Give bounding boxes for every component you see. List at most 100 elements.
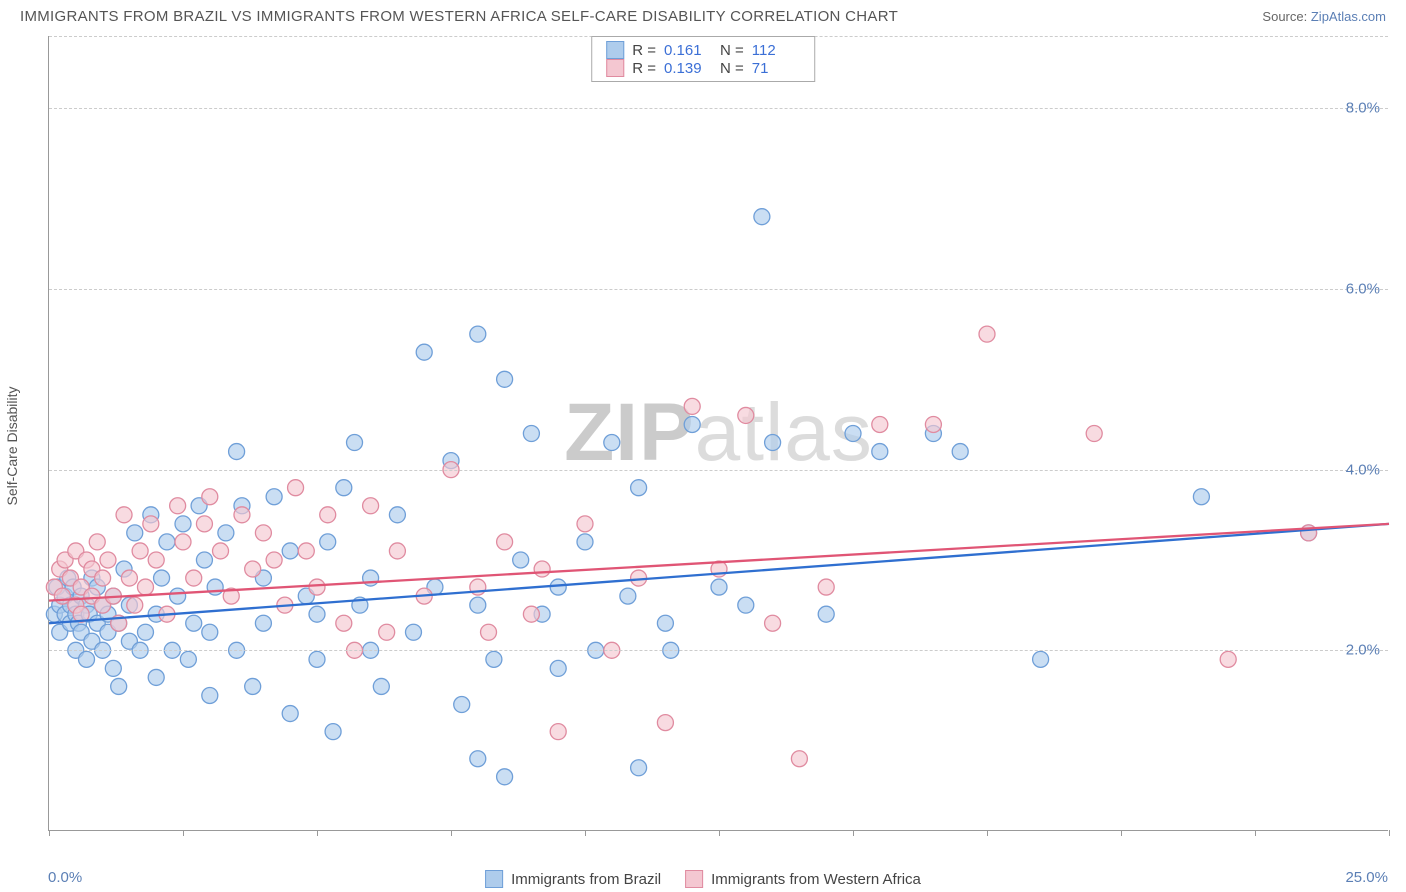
scatter-point [550, 660, 566, 676]
n-value-1: 112 [752, 42, 800, 59]
x-tick [317, 830, 318, 836]
scatter-point [363, 498, 379, 514]
scatter-point [325, 724, 341, 740]
source-label: Source: [1262, 9, 1307, 24]
scatter-point [534, 561, 550, 577]
scatter-point [523, 426, 539, 442]
grid-line [49, 108, 1388, 109]
r-value-2: 0.139 [664, 60, 712, 77]
scatter-point [872, 444, 888, 460]
y-tick-label: 2.0% [1346, 642, 1380, 659]
scatter-point [523, 606, 539, 622]
scatter-point [738, 407, 754, 423]
scatter-point [100, 552, 116, 568]
x-axis-origin-label: 0.0% [48, 869, 82, 886]
scatter-point [711, 579, 727, 595]
scatter-point [550, 724, 566, 740]
scatter-point [111, 678, 127, 694]
scatter-point [245, 678, 261, 694]
scatter-point [470, 597, 486, 613]
scatter-point [154, 570, 170, 586]
x-tick [1121, 830, 1122, 836]
scatter-point [309, 579, 325, 595]
scatter-point [952, 444, 968, 460]
legend-swatch-series1 [485, 870, 503, 888]
scatter-point [765, 435, 781, 451]
x-tick [183, 830, 184, 836]
scatter-point [245, 561, 261, 577]
scatter-point [620, 588, 636, 604]
scatter-point [79, 651, 95, 667]
scatter-point [684, 398, 700, 414]
chart-plot-area: ZIPatlas 2.0%4.0%6.0%8.0% [48, 36, 1388, 831]
y-axis-title: Self-Care Disability [4, 386, 20, 505]
n-value-2: 71 [752, 60, 800, 77]
scatter-point [127, 525, 143, 541]
scatter-point [202, 489, 218, 505]
scatter-point [684, 416, 700, 432]
swatch-series2 [606, 59, 624, 77]
scatter-point [454, 697, 470, 713]
scatter-point [202, 624, 218, 640]
scatter-point [137, 579, 153, 595]
scatter-point [1220, 651, 1236, 667]
stats-row-series1: R = 0.161 N = 112 [606, 41, 800, 59]
y-tick-label: 6.0% [1346, 280, 1380, 297]
scatter-point [497, 371, 513, 387]
scatter-point [577, 516, 593, 532]
scatter-point [631, 760, 647, 776]
legend-item-series1: Immigrants from Brazil [485, 870, 661, 888]
scatter-point [159, 534, 175, 550]
scatter-point [288, 480, 304, 496]
scatter-point [818, 606, 834, 622]
stats-row-series2: R = 0.139 N = 71 [606, 59, 800, 77]
x-tick [987, 830, 988, 836]
scatter-point [309, 606, 325, 622]
x-tick [1389, 830, 1390, 836]
r-label-1: R = [632, 42, 656, 59]
scatter-point [336, 480, 352, 496]
scatter-point [320, 534, 336, 550]
scatter-point [229, 444, 245, 460]
scatter-point [818, 579, 834, 595]
scatter-point [170, 588, 186, 604]
n-label-1: N = [720, 42, 744, 59]
scatter-point [1193, 489, 1209, 505]
scatter-point [148, 552, 164, 568]
scatter-point [186, 570, 202, 586]
x-tick [719, 830, 720, 836]
x-tick [853, 830, 854, 836]
source-attribution: Source: ZipAtlas.com [1262, 9, 1386, 24]
scatter-point [979, 326, 995, 342]
scatter-point [497, 534, 513, 550]
legend-bottom: Immigrants from Brazil Immigrants from W… [485, 870, 921, 888]
scatter-point [175, 516, 191, 532]
scatter-point [143, 516, 159, 532]
scatter-point [604, 435, 620, 451]
scatter-point [170, 498, 186, 514]
scatter-point [298, 543, 314, 559]
scatter-point [872, 416, 888, 432]
scatter-svg [49, 36, 1388, 830]
scatter-point [148, 669, 164, 685]
scatter-point [1033, 651, 1049, 667]
swatch-series1 [606, 41, 624, 59]
x-axis-max-label: 25.0% [1345, 869, 1388, 886]
scatter-point [657, 715, 673, 731]
x-tick [1255, 830, 1256, 836]
scatter-point [213, 543, 229, 559]
title-bar: IMMIGRANTS FROM BRAZIL VS IMMIGRANTS FRO… [0, 0, 1406, 29]
source-link[interactable]: ZipAtlas.com [1311, 9, 1386, 24]
scatter-point [513, 552, 529, 568]
scatter-point [255, 615, 271, 631]
scatter-point [282, 706, 298, 722]
scatter-point [196, 552, 212, 568]
scatter-point [137, 624, 153, 640]
scatter-point [373, 678, 389, 694]
scatter-point [791, 751, 807, 767]
legend-label-series2: Immigrants from Western Africa [711, 871, 921, 888]
scatter-point [416, 344, 432, 360]
scatter-point [577, 534, 593, 550]
scatter-point [89, 534, 105, 550]
grid-line [49, 289, 1388, 290]
